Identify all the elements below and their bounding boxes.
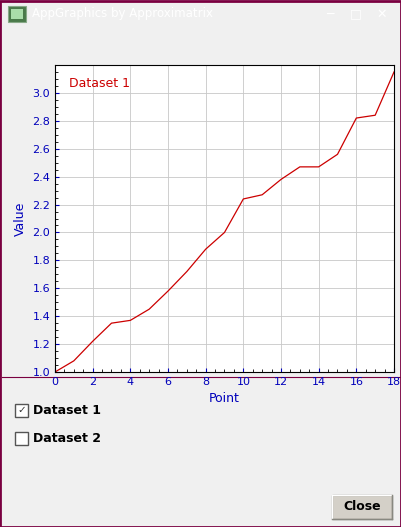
- FancyBboxPatch shape: [15, 404, 28, 417]
- X-axis label: Point: Point: [209, 393, 239, 405]
- FancyBboxPatch shape: [8, 6, 26, 22]
- FancyBboxPatch shape: [15, 432, 28, 445]
- Text: ✕: ✕: [376, 7, 386, 21]
- FancyBboxPatch shape: [331, 495, 391, 519]
- Text: Dataset 1: Dataset 1: [33, 404, 101, 417]
- Text: Dataset 2: Dataset 2: [33, 432, 101, 445]
- Text: Dataset 1: Dataset 1: [69, 77, 129, 90]
- Y-axis label: Value: Value: [14, 201, 26, 236]
- Text: Close: Close: [342, 501, 380, 513]
- FancyBboxPatch shape: [11, 9, 23, 19]
- Text: □: □: [349, 7, 361, 21]
- Text: ✓: ✓: [17, 405, 26, 415]
- Text: ─: ─: [326, 7, 333, 21]
- Text: AppGraphics by Approximatrix: AppGraphics by Approximatrix: [32, 7, 213, 21]
